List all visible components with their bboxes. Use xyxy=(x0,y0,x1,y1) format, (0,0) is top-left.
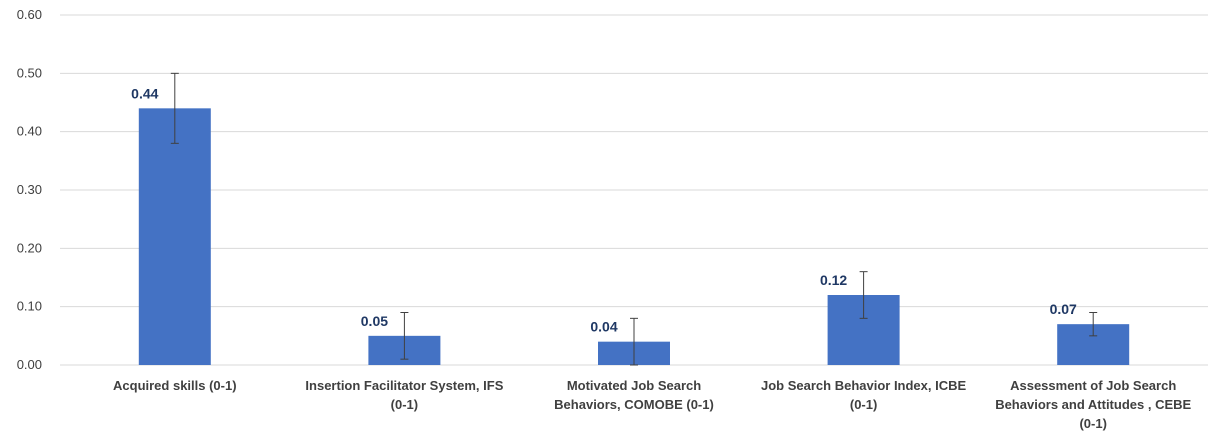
error-bar xyxy=(630,317,638,366)
y-tick-label: 0.30 xyxy=(17,182,42,197)
category-label-line: Job Search Behavior Index, ICBE xyxy=(761,378,967,393)
y-tick-label: 0.50 xyxy=(17,65,42,80)
category-label-line: Assessment of Job Search xyxy=(1010,378,1176,393)
y-tick-label: 0.20 xyxy=(17,240,42,255)
error-bars xyxy=(170,72,1098,366)
data-label: 0.04 xyxy=(590,319,617,335)
y-tick-label: 0.10 xyxy=(17,299,42,314)
category-label-line: Behaviors, COMOBE (0-1) xyxy=(554,397,714,412)
y-tick-label: 0.60 xyxy=(17,7,42,22)
category-label: Motivated Job Search Behaviors, COMOBE (0… xyxy=(554,378,714,412)
error-bar xyxy=(1089,312,1098,337)
category-label: Acquired skills (0-1) xyxy=(113,378,237,393)
error-bar xyxy=(400,312,409,360)
data-label: 0.12 xyxy=(820,272,847,288)
error-bar xyxy=(170,72,179,144)
category-label-line: (0-1) xyxy=(850,397,877,412)
error-bar xyxy=(859,271,868,319)
category-label-line: Acquired skills (0-1) xyxy=(113,378,237,393)
y-tick-label: 0.40 xyxy=(17,124,42,139)
category-label-line: (0-1) xyxy=(1079,416,1106,431)
y-axis-ticks: 0.00 0.10 0.20 0.30 0.40 0.50 0.60 xyxy=(17,7,42,372)
bar xyxy=(138,108,211,365)
data-label: 0.44 xyxy=(131,85,158,101)
gridlines xyxy=(60,14,1208,366)
category-label: Job Search Behavior Index, ICBE (0-1) xyxy=(761,378,967,412)
category-label: Insertion Facilitator System, IFS (0-1) xyxy=(305,378,503,412)
data-labels: 0.44 0.05 0.04 0.12 0.07 xyxy=(131,85,1077,334)
y-tick-label: 0.00 xyxy=(17,357,42,372)
category-label-line: (0-1) xyxy=(391,397,418,412)
category-label-line: Behaviors and Attitudes , CEBE xyxy=(995,397,1191,412)
category-label-line: Insertion Facilitator System, IFS xyxy=(305,378,503,393)
category-label-line: Motivated Job Search xyxy=(567,378,701,393)
category-label: Assessment of Job Search Behaviors and At… xyxy=(995,378,1191,431)
x-axis-categories: Acquired skills (0-1) Insertion Facilitat… xyxy=(113,378,1191,431)
data-label: 0.07 xyxy=(1050,301,1077,317)
data-label: 0.05 xyxy=(361,313,388,329)
